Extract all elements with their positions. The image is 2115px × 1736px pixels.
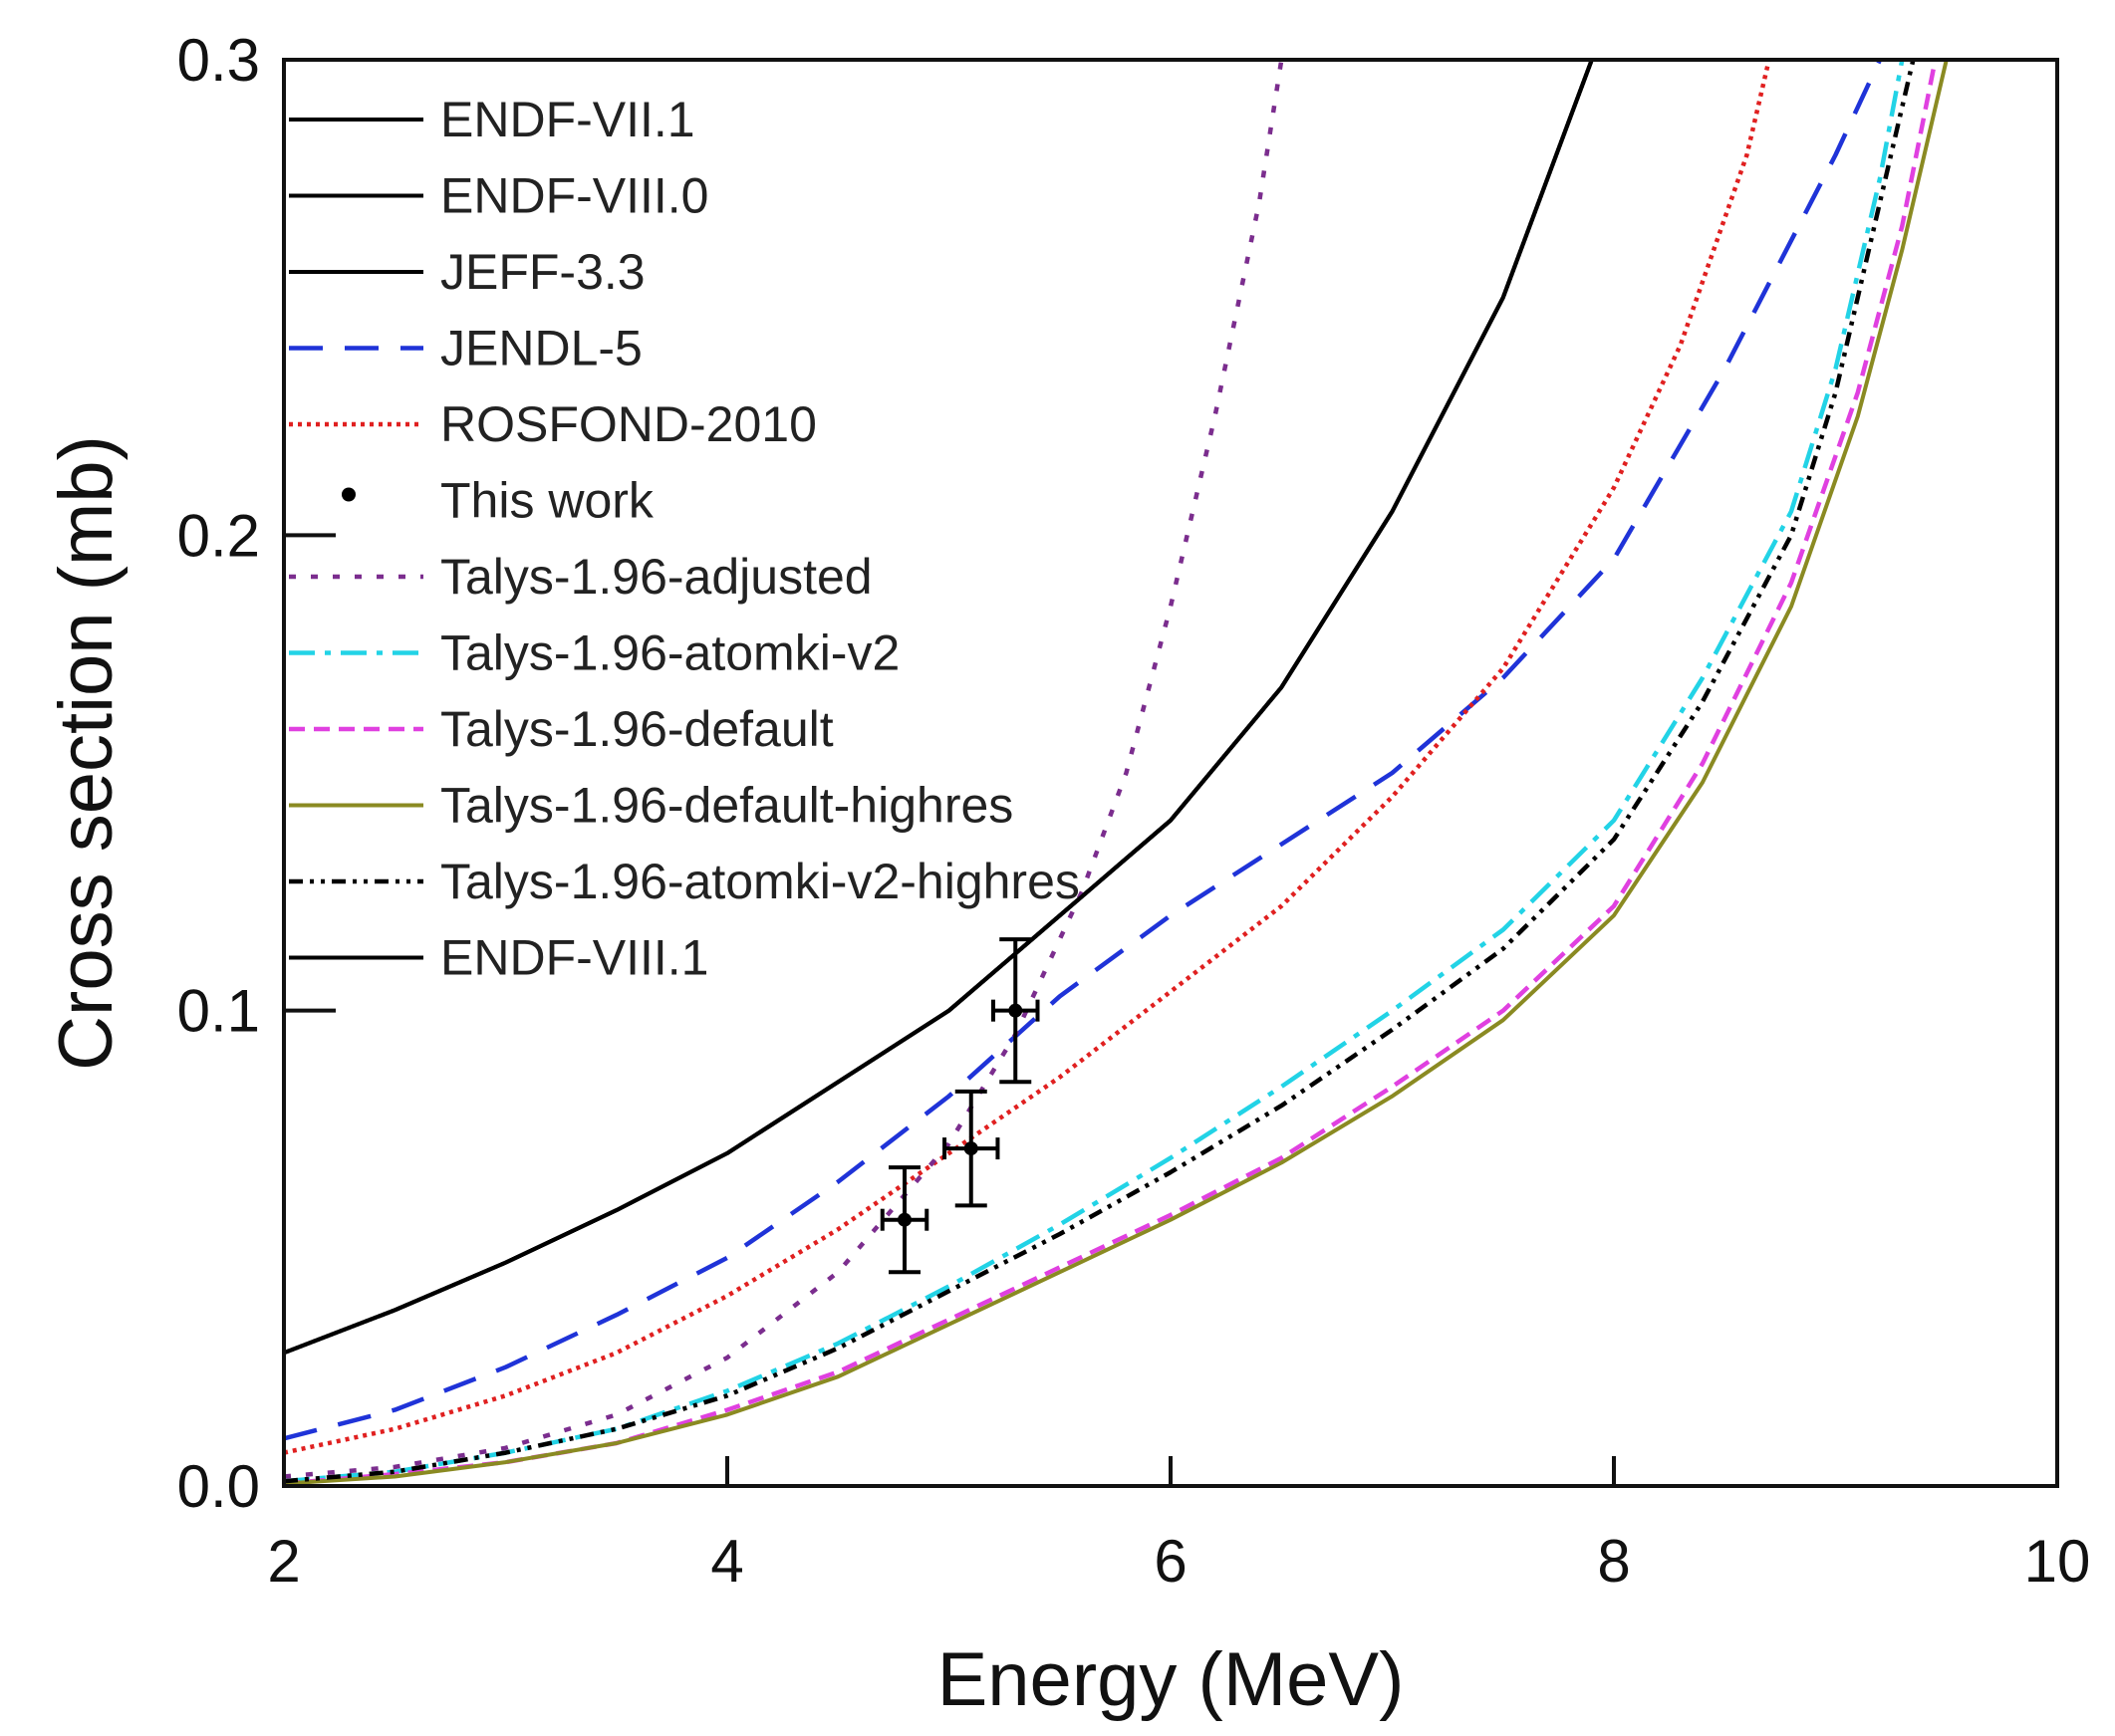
- legend-item-rosfond-2010: ROSFOND-2010: [289, 396, 817, 452]
- legend-label: ENDF-VIII.1: [440, 930, 708, 986]
- legend-item-this-work: This work: [342, 473, 655, 529]
- series-layer: [284, 60, 1949, 1486]
- legend-item-talys-1-96-atomki-v2: Talys-1.96-atomki-v2: [289, 625, 900, 681]
- legend-label: Talys-1.96-default: [440, 701, 834, 757]
- ticks-layer: 2 4 6 8 10 0.0 0.1 0.2 0.3: [177, 27, 2091, 1595]
- y-tick-label: 0.2: [177, 502, 260, 569]
- legend-label: ROSFOND-2010: [440, 396, 817, 452]
- legend-item-talys-1-96-default: Talys-1.96-default: [289, 701, 834, 757]
- series-line-talys-1-96-default: [284, 60, 1938, 1486]
- legend-label: Talys-1.96-atomki-v2: [440, 625, 900, 681]
- y-tick-label: 0.1: [177, 978, 260, 1045]
- series-line-jendl-5: [284, 60, 1883, 1441]
- legend-marker: [342, 487, 356, 502]
- legend-label: Talys-1.96-adjusted: [440, 549, 873, 605]
- legend-label: Talys-1.96-atomki-v2-highres: [440, 854, 1080, 909]
- data-point-marker: [898, 1212, 912, 1227]
- legend-label: ENDF-VII.1: [440, 92, 695, 147]
- y-tick-label: 0.3: [177, 27, 260, 94]
- data-point: [991, 937, 1040, 1085]
- x-tick-label: 8: [1597, 1528, 1630, 1595]
- x-tick-label: 4: [710, 1528, 743, 1595]
- series-line-endf-viii-1: [284, 60, 1594, 1356]
- legend-item-talys-1-96-adjusted: Talys-1.96-adjusted: [289, 549, 873, 605]
- legend-item-endf-viii-0: ENDF-VIII.0: [289, 168, 708, 224]
- x-axis-title: Energy (MeV): [937, 1637, 1405, 1722]
- series-line-rosfond-2010: [284, 60, 1771, 1455]
- legend-item-talys-1-96-default-highres: Talys-1.96-default-highres: [289, 778, 1013, 834]
- legend-label: JEFF-3.3: [440, 244, 646, 300]
- x-tick-label: 10: [2024, 1528, 2091, 1595]
- x-tick-label: 6: [1154, 1528, 1187, 1595]
- data-point: [880, 1165, 929, 1275]
- data-point-marker: [963, 1141, 978, 1156]
- series-line-talys-1-96-adjusted: [284, 60, 1284, 1479]
- legend-label: Talys-1.96-default-highres: [440, 778, 1013, 834]
- data-points-layer: [880, 937, 1040, 1275]
- legend: ENDF-VII.1 ENDF-VIII.0 JEFF-3.3 JENDL-5 ROSF…: [289, 92, 1080, 986]
- legend-item-jendl-5: JENDL-5: [289, 321, 643, 376]
- legend-label: JENDL-5: [440, 321, 643, 376]
- legend-item-endf-vii-1: ENDF-VII.1: [289, 92, 695, 147]
- legend-item-endf-viii-1: ENDF-VIII.1: [289, 930, 708, 986]
- series-line-talys-1-96-default-highres: [284, 60, 1949, 1486]
- y-tick-label: 0.0: [177, 1453, 260, 1520]
- legend-label: ENDF-VIII.0: [440, 168, 708, 224]
- legend-item-talys-1-96-atomki-v2-highres: Talys-1.96-atomki-v2-highres: [289, 854, 1080, 909]
- legend-item-jeff-3-3: JEFF-3.3: [289, 244, 646, 300]
- series-line-talys-1-96-atomki-v2: [284, 60, 1905, 1484]
- data-point: [942, 1089, 1000, 1208]
- y-axis-title: Cross section (mb): [44, 435, 129, 1071]
- legend-label: This work: [440, 473, 655, 529]
- x-tick-label: 2: [267, 1528, 300, 1595]
- data-point-marker: [1008, 1003, 1023, 1018]
